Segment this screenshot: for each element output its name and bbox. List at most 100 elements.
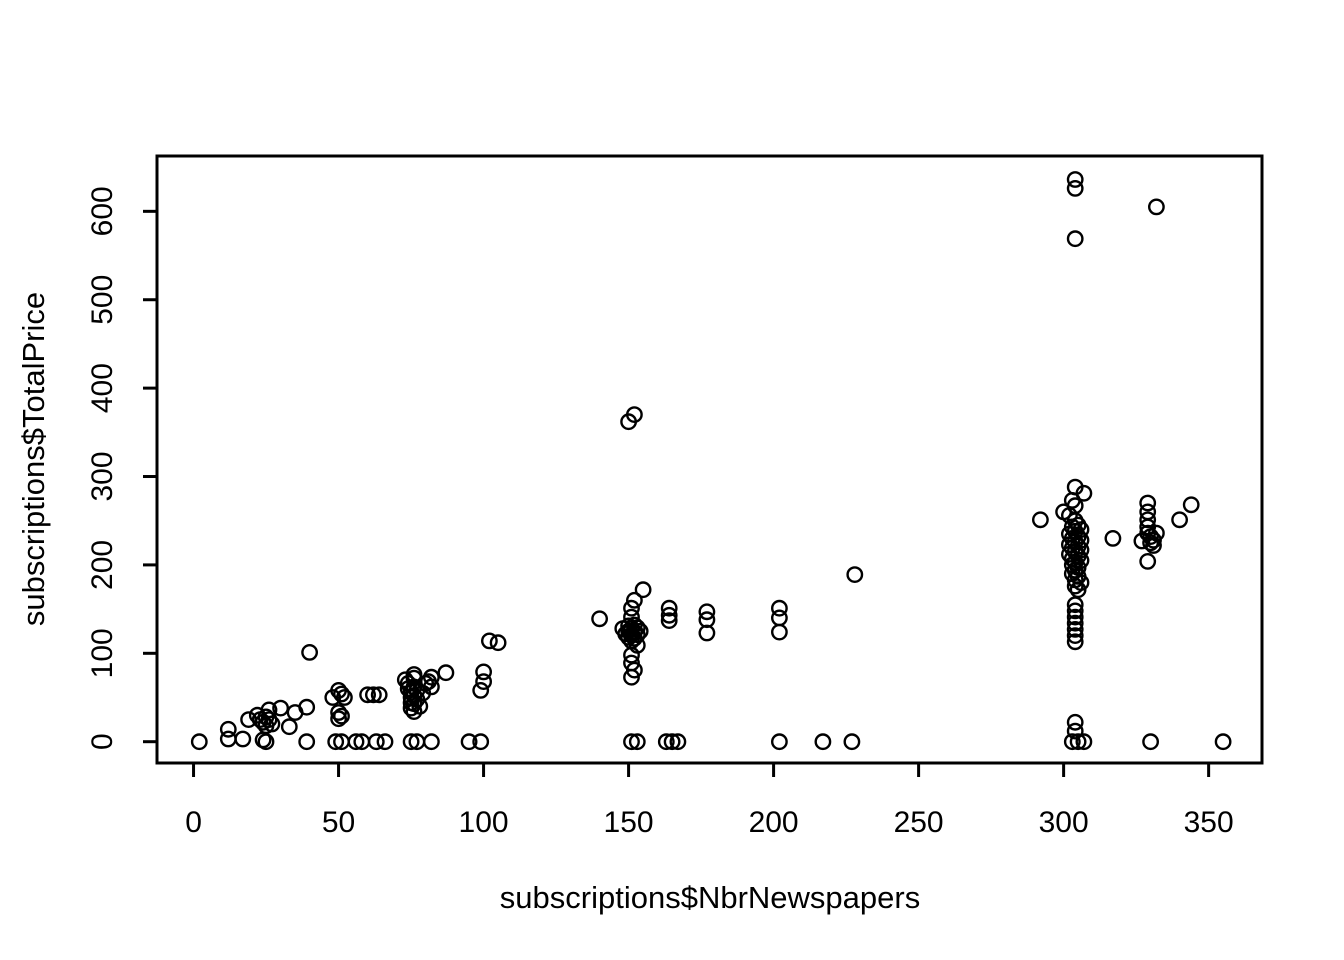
- y-tick-label: 500: [86, 275, 119, 325]
- data-point: [359, 686, 376, 704]
- y-tick-label: 0: [86, 733, 119, 750]
- data-point: [669, 733, 687, 751]
- data-point: [272, 699, 289, 717]
- data-point: [626, 591, 643, 609]
- data-point: [367, 733, 385, 751]
- x-tick-label: 0: [185, 806, 202, 839]
- data-point: [472, 733, 490, 751]
- data-point: [489, 634, 507, 652]
- data-point: [626, 406, 643, 423]
- data-point: [1072, 541, 1090, 559]
- data-point: [335, 689, 353, 706]
- data-point: [472, 682, 490, 699]
- data-point: [301, 644, 318, 661]
- data-point: [1066, 179, 1084, 197]
- data-point: [814, 733, 832, 751]
- y-axis-title: subscriptions$TotalPrice: [16, 291, 51, 627]
- data-point: [657, 733, 675, 751]
- data-point: [1182, 496, 1200, 514]
- data-point: [1066, 602, 1084, 620]
- data-point: [1142, 733, 1160, 751]
- data-point: [698, 624, 716, 642]
- data-point: [1072, 552, 1090, 569]
- data-point: [1066, 608, 1084, 626]
- data-point: [1032, 511, 1049, 529]
- data-point: [631, 622, 649, 640]
- data-point: [234, 730, 252, 748]
- data-point: [422, 678, 440, 696]
- data-point: [280, 718, 298, 736]
- data-point: [330, 710, 347, 728]
- y-tick-label: 300: [86, 451, 119, 501]
- data-point: [660, 599, 678, 617]
- data-point: [623, 733, 640, 751]
- data-point: [698, 603, 716, 621]
- data-point: [1072, 531, 1090, 549]
- data-point: [257, 733, 275, 751]
- data-point: [263, 715, 281, 733]
- data-point: [422, 733, 440, 751]
- x-tick-label: 350: [1184, 806, 1234, 839]
- x-tick-label: 100: [459, 806, 509, 839]
- data-point: [771, 623, 788, 641]
- plot-box: [155, 154, 1264, 765]
- data-point: [1145, 537, 1162, 554]
- data-point: [219, 730, 237, 748]
- data-point: [1066, 627, 1084, 644]
- data-point: [219, 720, 237, 738]
- data-point: [660, 606, 678, 624]
- data-point: [298, 698, 316, 716]
- data-point: [475, 663, 492, 681]
- data-point: [190, 733, 208, 751]
- data-point: [1069, 733, 1087, 751]
- data-point: [1072, 521, 1090, 538]
- data-point: [623, 599, 640, 617]
- data-point: [1148, 524, 1165, 542]
- data-point: [660, 612, 678, 629]
- x-tick-label: 300: [1039, 806, 1089, 839]
- data-point: [1066, 633, 1084, 651]
- data-point: [591, 610, 608, 628]
- data-point: [634, 581, 652, 599]
- data-point: [771, 609, 788, 627]
- data-point: [298, 733, 316, 751]
- y-tick-label: 600: [86, 186, 119, 236]
- data-point: [327, 733, 345, 751]
- data-point: [1104, 530, 1122, 547]
- data-point: [347, 733, 365, 751]
- data-point: [1066, 713, 1084, 731]
- data-point: [1066, 722, 1084, 740]
- data-point: [376, 733, 394, 751]
- data-point: [628, 619, 646, 637]
- y-tick-label: 200: [86, 540, 119, 590]
- data-point: [1066, 614, 1084, 632]
- data-point: [626, 661, 643, 679]
- data-point: [364, 686, 382, 704]
- data-point: [1066, 171, 1084, 188]
- data-point: [663, 733, 681, 751]
- x-tick-label: 250: [894, 806, 944, 839]
- x-tick-label: 50: [322, 806, 355, 839]
- data-point: [771, 733, 788, 751]
- data-point: [1063, 733, 1081, 751]
- data-point: [333, 707, 350, 725]
- data-point: [475, 673, 492, 690]
- data-point: [1072, 574, 1090, 591]
- data-point: [422, 668, 440, 686]
- data-point: [1148, 198, 1165, 216]
- data-point: [1139, 553, 1157, 570]
- data-point: [402, 733, 420, 751]
- data-point: [1171, 511, 1189, 529]
- data-point: [1214, 733, 1232, 751]
- data-point: [771, 599, 788, 617]
- data-point: [480, 632, 498, 650]
- x-tick-label: 200: [749, 806, 799, 839]
- data-point: [333, 685, 350, 703]
- data-point: [1075, 484, 1093, 502]
- data-point: [1066, 230, 1084, 248]
- x-axis-title: subscriptions$NbrNewspapers: [499, 880, 921, 915]
- data-point: [1066, 621, 1084, 638]
- y-tick-label: 100: [86, 628, 119, 678]
